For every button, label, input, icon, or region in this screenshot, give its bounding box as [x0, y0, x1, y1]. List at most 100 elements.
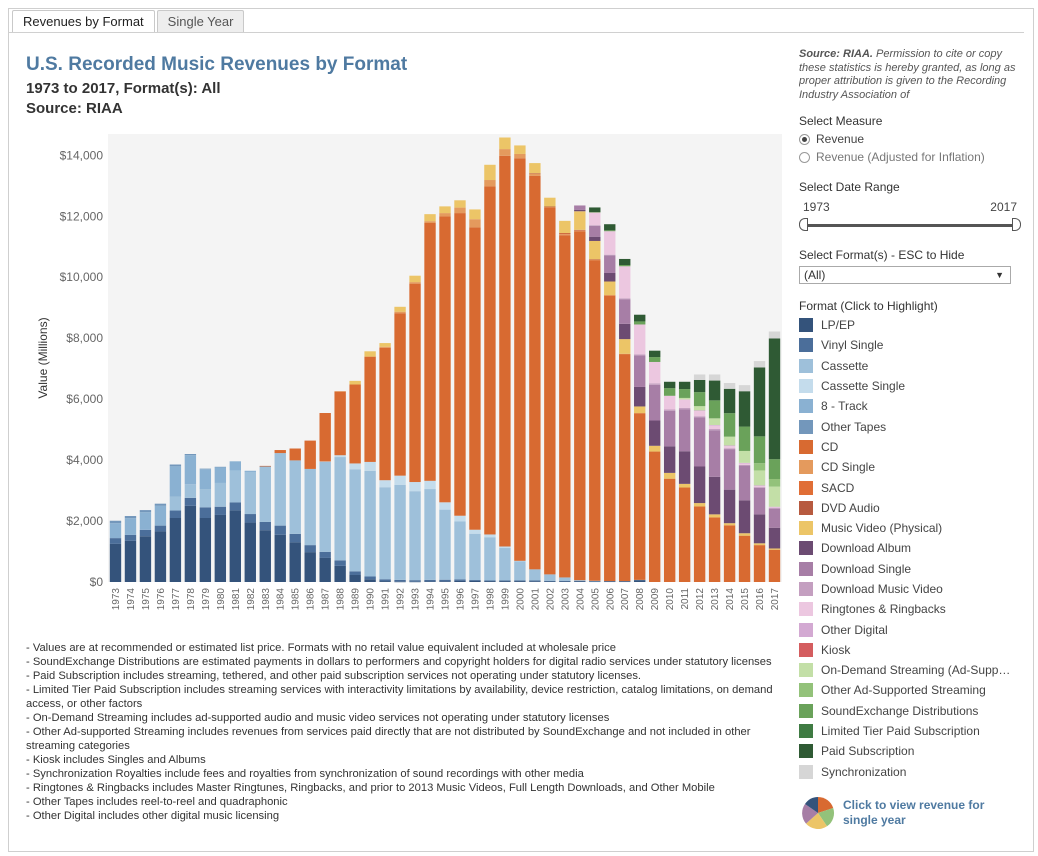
bar-segment [663, 478, 676, 582]
bar-segment [199, 507, 212, 518]
legend-item[interactable]: Download Music Video [799, 579, 1021, 599]
x-tick-label: 2012 [695, 588, 706, 611]
legend-item[interactable]: Music Video (Physical) [799, 518, 1021, 538]
legend-item[interactable]: Other Ad-Supported Streaming [799, 680, 1021, 700]
bar-segment [334, 560, 346, 566]
bar-segment [604, 272, 616, 282]
legend-swatch [799, 642, 813, 657]
bar-segment [319, 413, 331, 462]
bar-segment [199, 468, 212, 470]
legend-item[interactable]: Cassette Single [799, 376, 1021, 396]
tab-divider [8, 32, 1024, 33]
legend-item[interactable]: SACD [799, 477, 1021, 497]
bar-segment [229, 461, 241, 471]
x-tick-label: 2009 [650, 588, 661, 611]
bar-segment [663, 410, 676, 447]
bar-segment [768, 478, 781, 487]
source-note-text: Permission to cite or copy these statist… [799, 48, 1016, 101]
bar-segment [544, 197, 556, 207]
bar-segment [723, 388, 736, 414]
bar-segment [139, 536, 152, 582]
legend-label: DVD Audio [821, 500, 880, 515]
bar-segment [559, 577, 571, 581]
bar-segment [723, 489, 736, 524]
bar-segment [693, 417, 706, 467]
x-tick-label: 1974 [126, 588, 137, 611]
date-range-slider[interactable] [799, 218, 1021, 232]
legend-item[interactable]: Ringtones & Ringbacks [799, 599, 1021, 619]
legend-item[interactable]: SoundExchange Distributions [799, 701, 1021, 721]
legend-item[interactable]: Other Tapes [799, 416, 1021, 436]
legend-swatch [799, 399, 813, 414]
legend-item[interactable]: Vinyl Single [799, 335, 1021, 355]
single-year-link[interactable]: Click to view revenue for single year [801, 796, 993, 830]
bar-segment [693, 410, 706, 412]
legend-item[interactable]: Paid Subscription [799, 741, 1021, 761]
x-tick-label: 2014 [725, 588, 736, 611]
footnote-line: - Values are at recommended or estimated… [26, 642, 616, 654]
chevron-down-icon: ▼ [995, 270, 1004, 280]
legend-item[interactable]: Download Single [799, 559, 1021, 579]
legend-item[interactable]: CD [799, 437, 1021, 457]
measure-option-revenue[interactable]: Revenue [799, 132, 1021, 146]
legend-item[interactable]: CD Single [799, 457, 1021, 477]
bar-segment [439, 216, 451, 503]
legend-item[interactable]: Cassette [799, 356, 1021, 376]
legend-item[interactable]: Download Album [799, 538, 1021, 558]
legend-item[interactable]: 8 - Track [799, 396, 1021, 416]
legend-item[interactable]: DVD Audio [799, 498, 1021, 518]
bar-segment [379, 346, 391, 348]
bar-segment [319, 461, 331, 462]
bar-segment [589, 259, 601, 260]
bar-segment [424, 581, 436, 582]
slider-handle-start[interactable] [799, 218, 808, 231]
legend-label: Paid Subscription [821, 744, 915, 759]
bar-segment [424, 222, 436, 481]
bar-segment [738, 426, 751, 451]
legend-item[interactable]: Limited Tier Paid Subscription [799, 721, 1021, 741]
slider-handle-end[interactable] [1012, 218, 1021, 231]
bar-segment [469, 580, 481, 581]
bar-segment [634, 321, 646, 325]
format-select[interactable]: (All) ▼ [799, 266, 1011, 284]
tab-single-year[interactable]: Single Year [156, 10, 245, 32]
x-tick-label: 1990 [366, 588, 377, 611]
bar-segment [619, 258, 631, 266]
bar-segment [738, 500, 751, 534]
legend: LP/EP Vinyl Single Cassette Cassette Single… [799, 315, 1021, 782]
y-tick-label: $2,000 [66, 514, 103, 528]
bar-segment [753, 514, 766, 544]
tab-revenues-by-format[interactable]: Revenues by Format [12, 10, 155, 32]
bar-segment [619, 323, 631, 340]
legend-item[interactable]: LP/EP [799, 315, 1021, 335]
bar-segment [244, 514, 256, 523]
bar-segment [663, 472, 676, 479]
bar-segment [139, 529, 152, 537]
bar-segment [424, 214, 436, 222]
legend-item[interactable]: On-Demand Streaming (Ad-Supported) [799, 660, 1021, 680]
bar-segment [454, 213, 466, 516]
bar-segment [708, 514, 721, 518]
bar-segment [738, 391, 751, 427]
bar-segment [364, 470, 376, 577]
bar-segment [678, 451, 691, 484]
footnote-line: - Paid Subscription includes streaming, … [26, 670, 642, 682]
x-tick-label: 1995 [441, 588, 452, 611]
legend-item[interactable]: Other Digital [799, 619, 1021, 639]
bar-segment [259, 530, 271, 582]
bar-segment [244, 471, 256, 515]
bar-segment [529, 163, 541, 174]
bar-segment [364, 356, 376, 357]
bar-segment [574, 230, 586, 232]
bar-segment [693, 392, 706, 407]
bar-segment [124, 540, 137, 582]
measure-option-label: Revenue (Adjusted for Inflation) [816, 150, 985, 164]
measure-option-adjusted[interactable]: Revenue (Adjusted for Inflation) [799, 150, 1021, 164]
legend-item[interactable]: Synchronization [799, 762, 1021, 782]
legend-item[interactable]: Kiosk [799, 640, 1021, 660]
y-tick-label: $6,000 [66, 392, 103, 406]
legend-label: SACD [821, 480, 855, 495]
bar-segment [169, 510, 182, 518]
bar-segment [394, 579, 406, 582]
bar-segment [753, 545, 766, 582]
